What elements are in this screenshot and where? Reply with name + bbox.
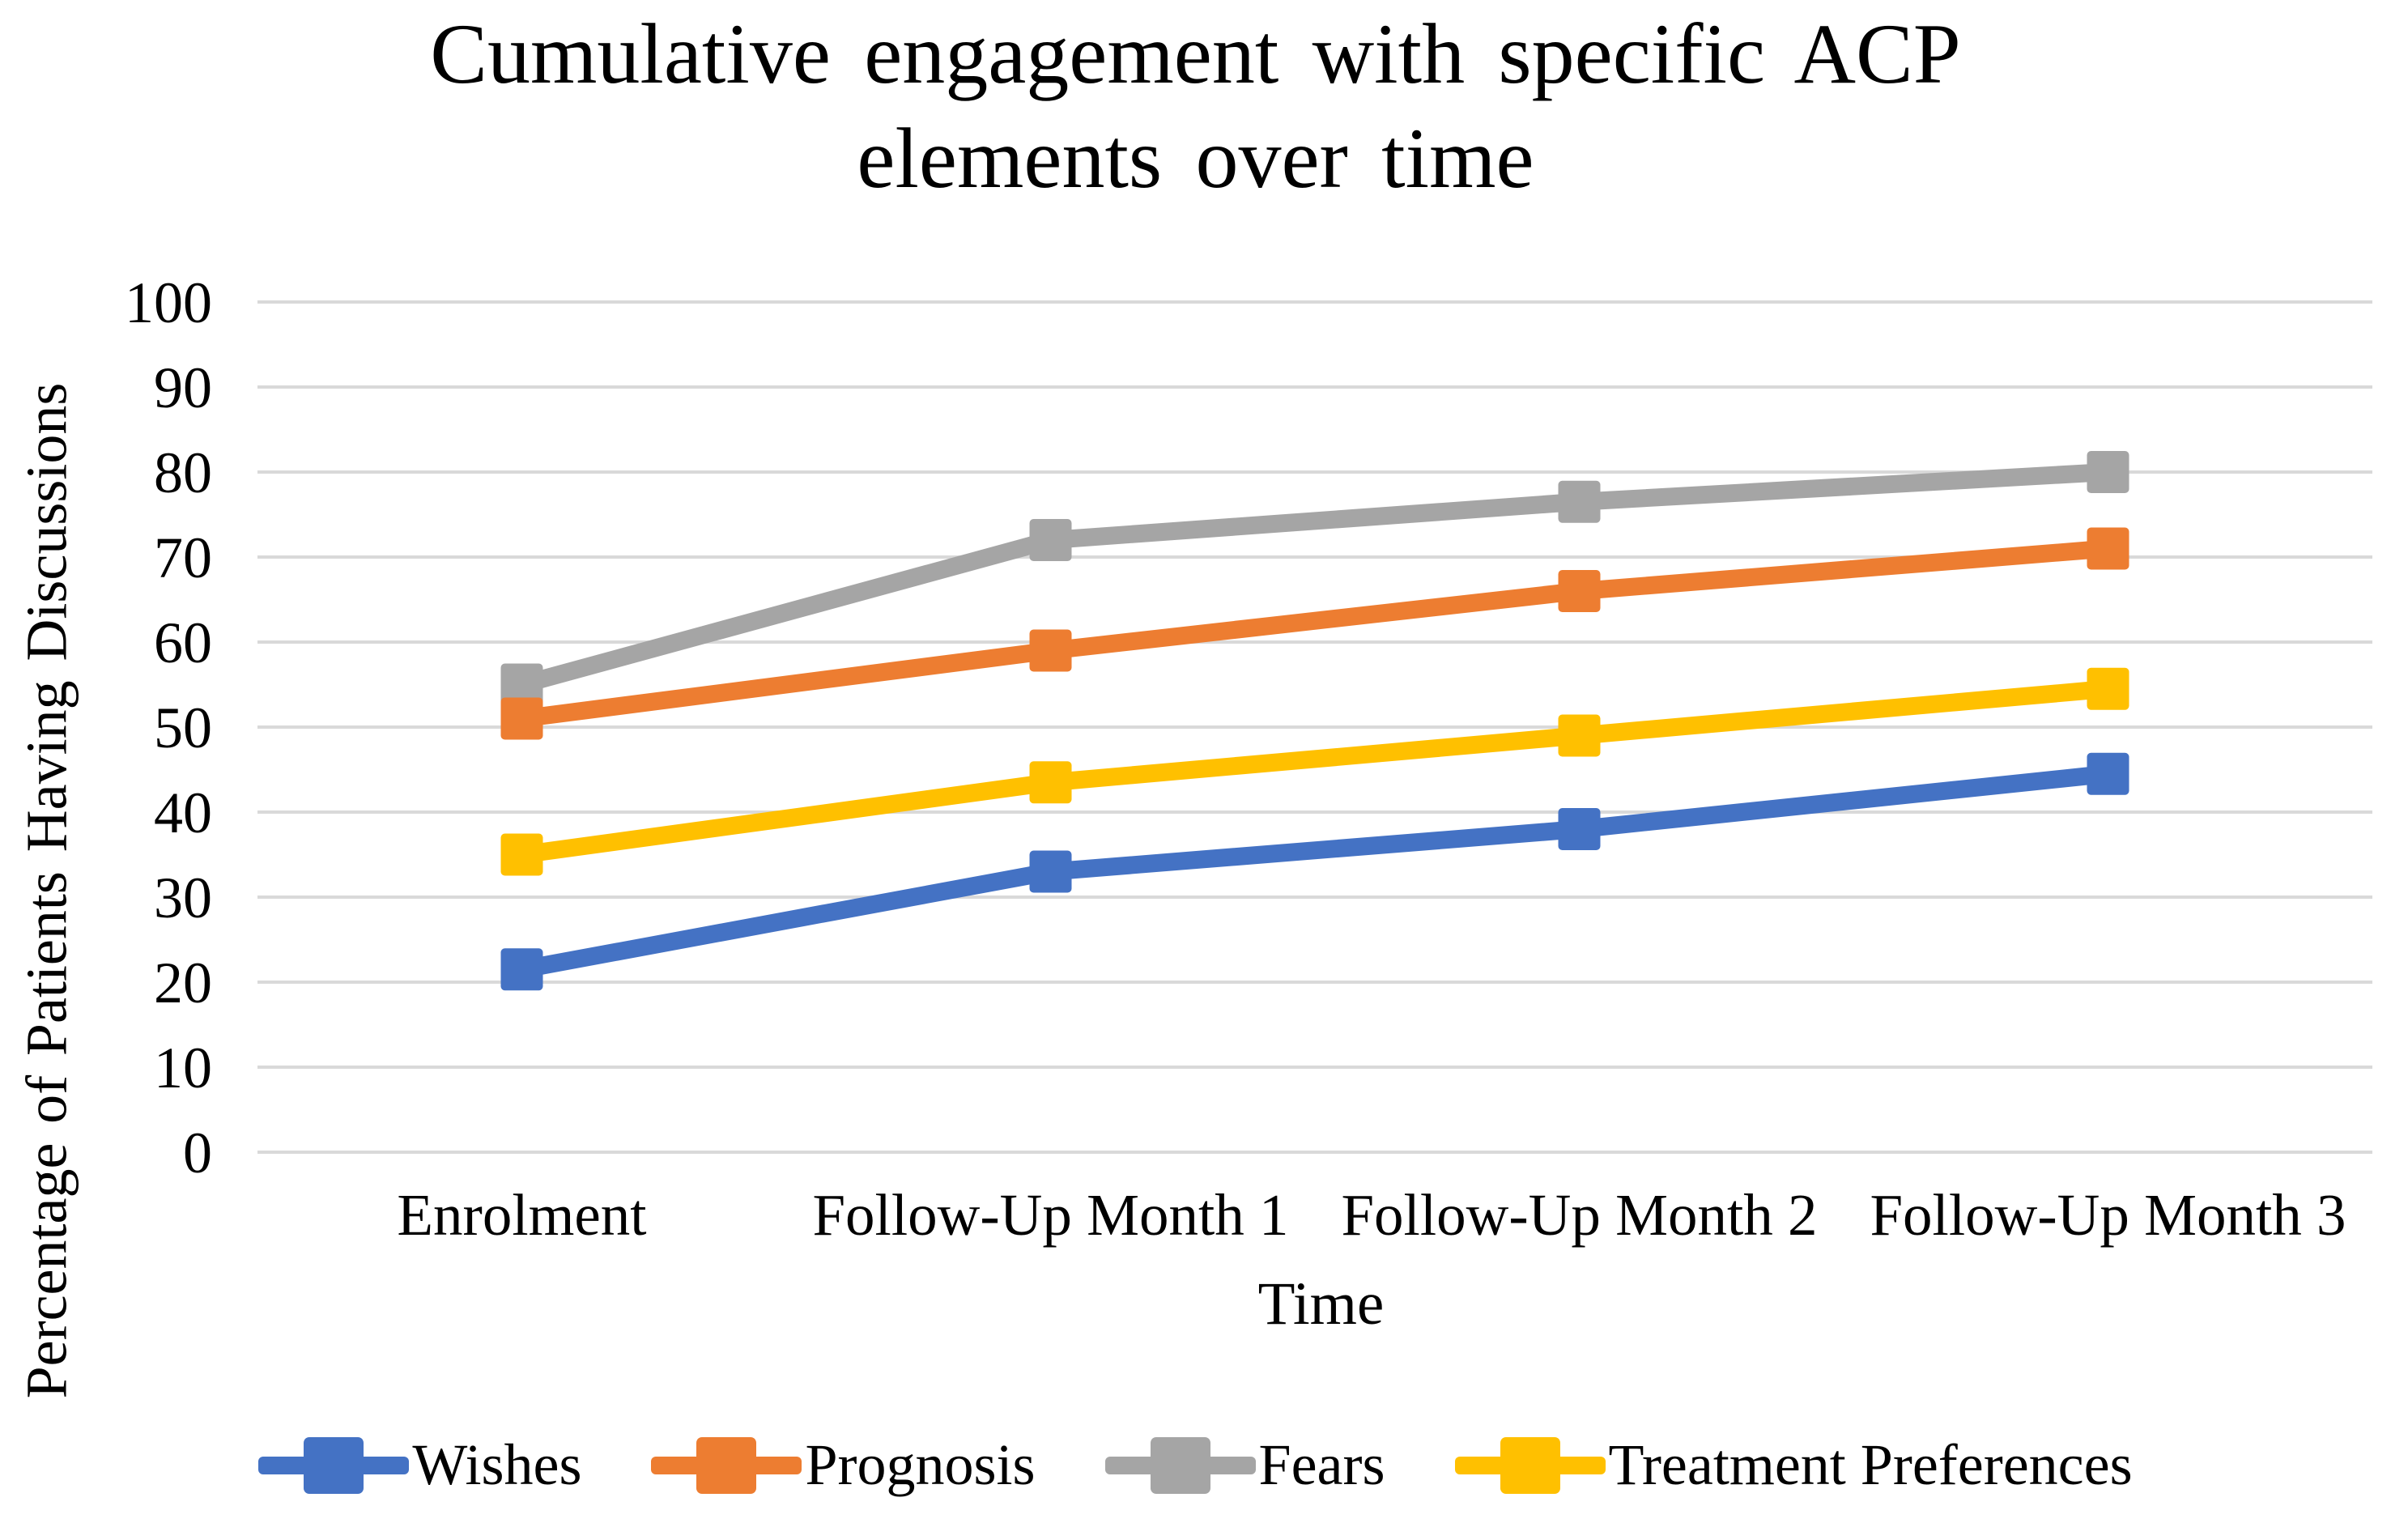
marker-treatment-preferences-point-1 <box>500 833 543 876</box>
marker-wishes-point-1 <box>500 948 543 991</box>
y-tick-label-20: 20 <box>154 951 212 1015</box>
y-tick-label-60: 60 <box>154 610 212 675</box>
marker-prognosis-point-2 <box>1029 629 1072 672</box>
series-line-fears <box>519 463 2109 694</box>
legend-label-wishes: Wishes <box>412 1432 582 1497</box>
legend-label-prognosis: Prognosis <box>805 1432 1036 1497</box>
series-line-prognosis <box>521 539 2109 728</box>
marker-wishes-point-3 <box>1558 808 1601 850</box>
x-tick-label-3: Follow-Up Month 2 <box>1341 1182 1817 1248</box>
legend-marker-icon-prognosis <box>651 1436 802 1494</box>
legend-item-fears: Fears <box>1104 1432 1385 1499</box>
legend: Wishes Prognosis Fears Treatment Preference… <box>0 1432 2391 1499</box>
series-line-treatment-preferences <box>521 679 2109 864</box>
marker-treatment-preferences-point-3 <box>1558 714 1601 757</box>
series-line-wishes <box>520 764 2109 979</box>
y-tick-label-90: 90 <box>154 355 212 420</box>
chart-title-line1: Cumulative engagement with specific ACP <box>430 6 1961 101</box>
x-axis-title: Time <box>1257 1270 1385 1338</box>
legend-label-fears: Fears <box>1258 1432 1385 1497</box>
y-tick-label-40: 40 <box>154 781 212 845</box>
marker-fears-point-3 <box>1558 480 1601 523</box>
x-tick-label-2: Follow-Up Month 1 <box>812 1182 1288 1248</box>
legend-marker-icon-wishes <box>258 1436 410 1494</box>
legend-marker-icon-fears <box>1104 1436 1256 1494</box>
y-tick-label-30: 30 <box>154 866 212 930</box>
marker-fears-point-4 <box>2087 451 2129 493</box>
legend-item-treatment-preferences: Treatment Preferences <box>1454 1432 2133 1499</box>
legend-label-treatment-preferences: Treatment Preferences <box>1608 1432 2133 1497</box>
y-tick-label-50: 50 <box>154 696 212 760</box>
y-tick-label-0: 0 <box>183 1121 212 1185</box>
legend-marker-icon-treatment-preferences <box>1454 1436 1606 1494</box>
marker-prognosis-point-4 <box>2087 527 2129 570</box>
legend-item-wishes: Wishes <box>258 1432 581 1499</box>
legend-item-prognosis: Prognosis <box>651 1432 1036 1499</box>
marker-wishes-point-4 <box>2087 752 2129 795</box>
x-tick-label-1: Enrolment <box>397 1182 646 1248</box>
marker-treatment-preferences-point-4 <box>2087 667 2129 710</box>
y-tick-label-100: 100 <box>125 270 212 335</box>
x-tick-label-4: Follow-Up Month 3 <box>1870 1182 2346 1248</box>
chart-title-line2: elements over time <box>857 111 1534 206</box>
marker-fears-point-1 <box>500 663 543 706</box>
y-tick-label-70: 70 <box>154 525 212 590</box>
y-tick-label-10: 10 <box>154 1036 212 1100</box>
marker-prognosis-point-1 <box>500 697 543 740</box>
marker-fears-point-2 <box>1029 519 1072 561</box>
y-tick-label-80: 80 <box>154 440 212 505</box>
marker-prognosis-point-3 <box>1558 570 1601 612</box>
marker-treatment-preferences-point-2 <box>1029 761 1072 804</box>
marker-wishes-point-2 <box>1029 850 1072 893</box>
chart-title: Cumulative engagement with specific ACP … <box>0 2 2391 211</box>
